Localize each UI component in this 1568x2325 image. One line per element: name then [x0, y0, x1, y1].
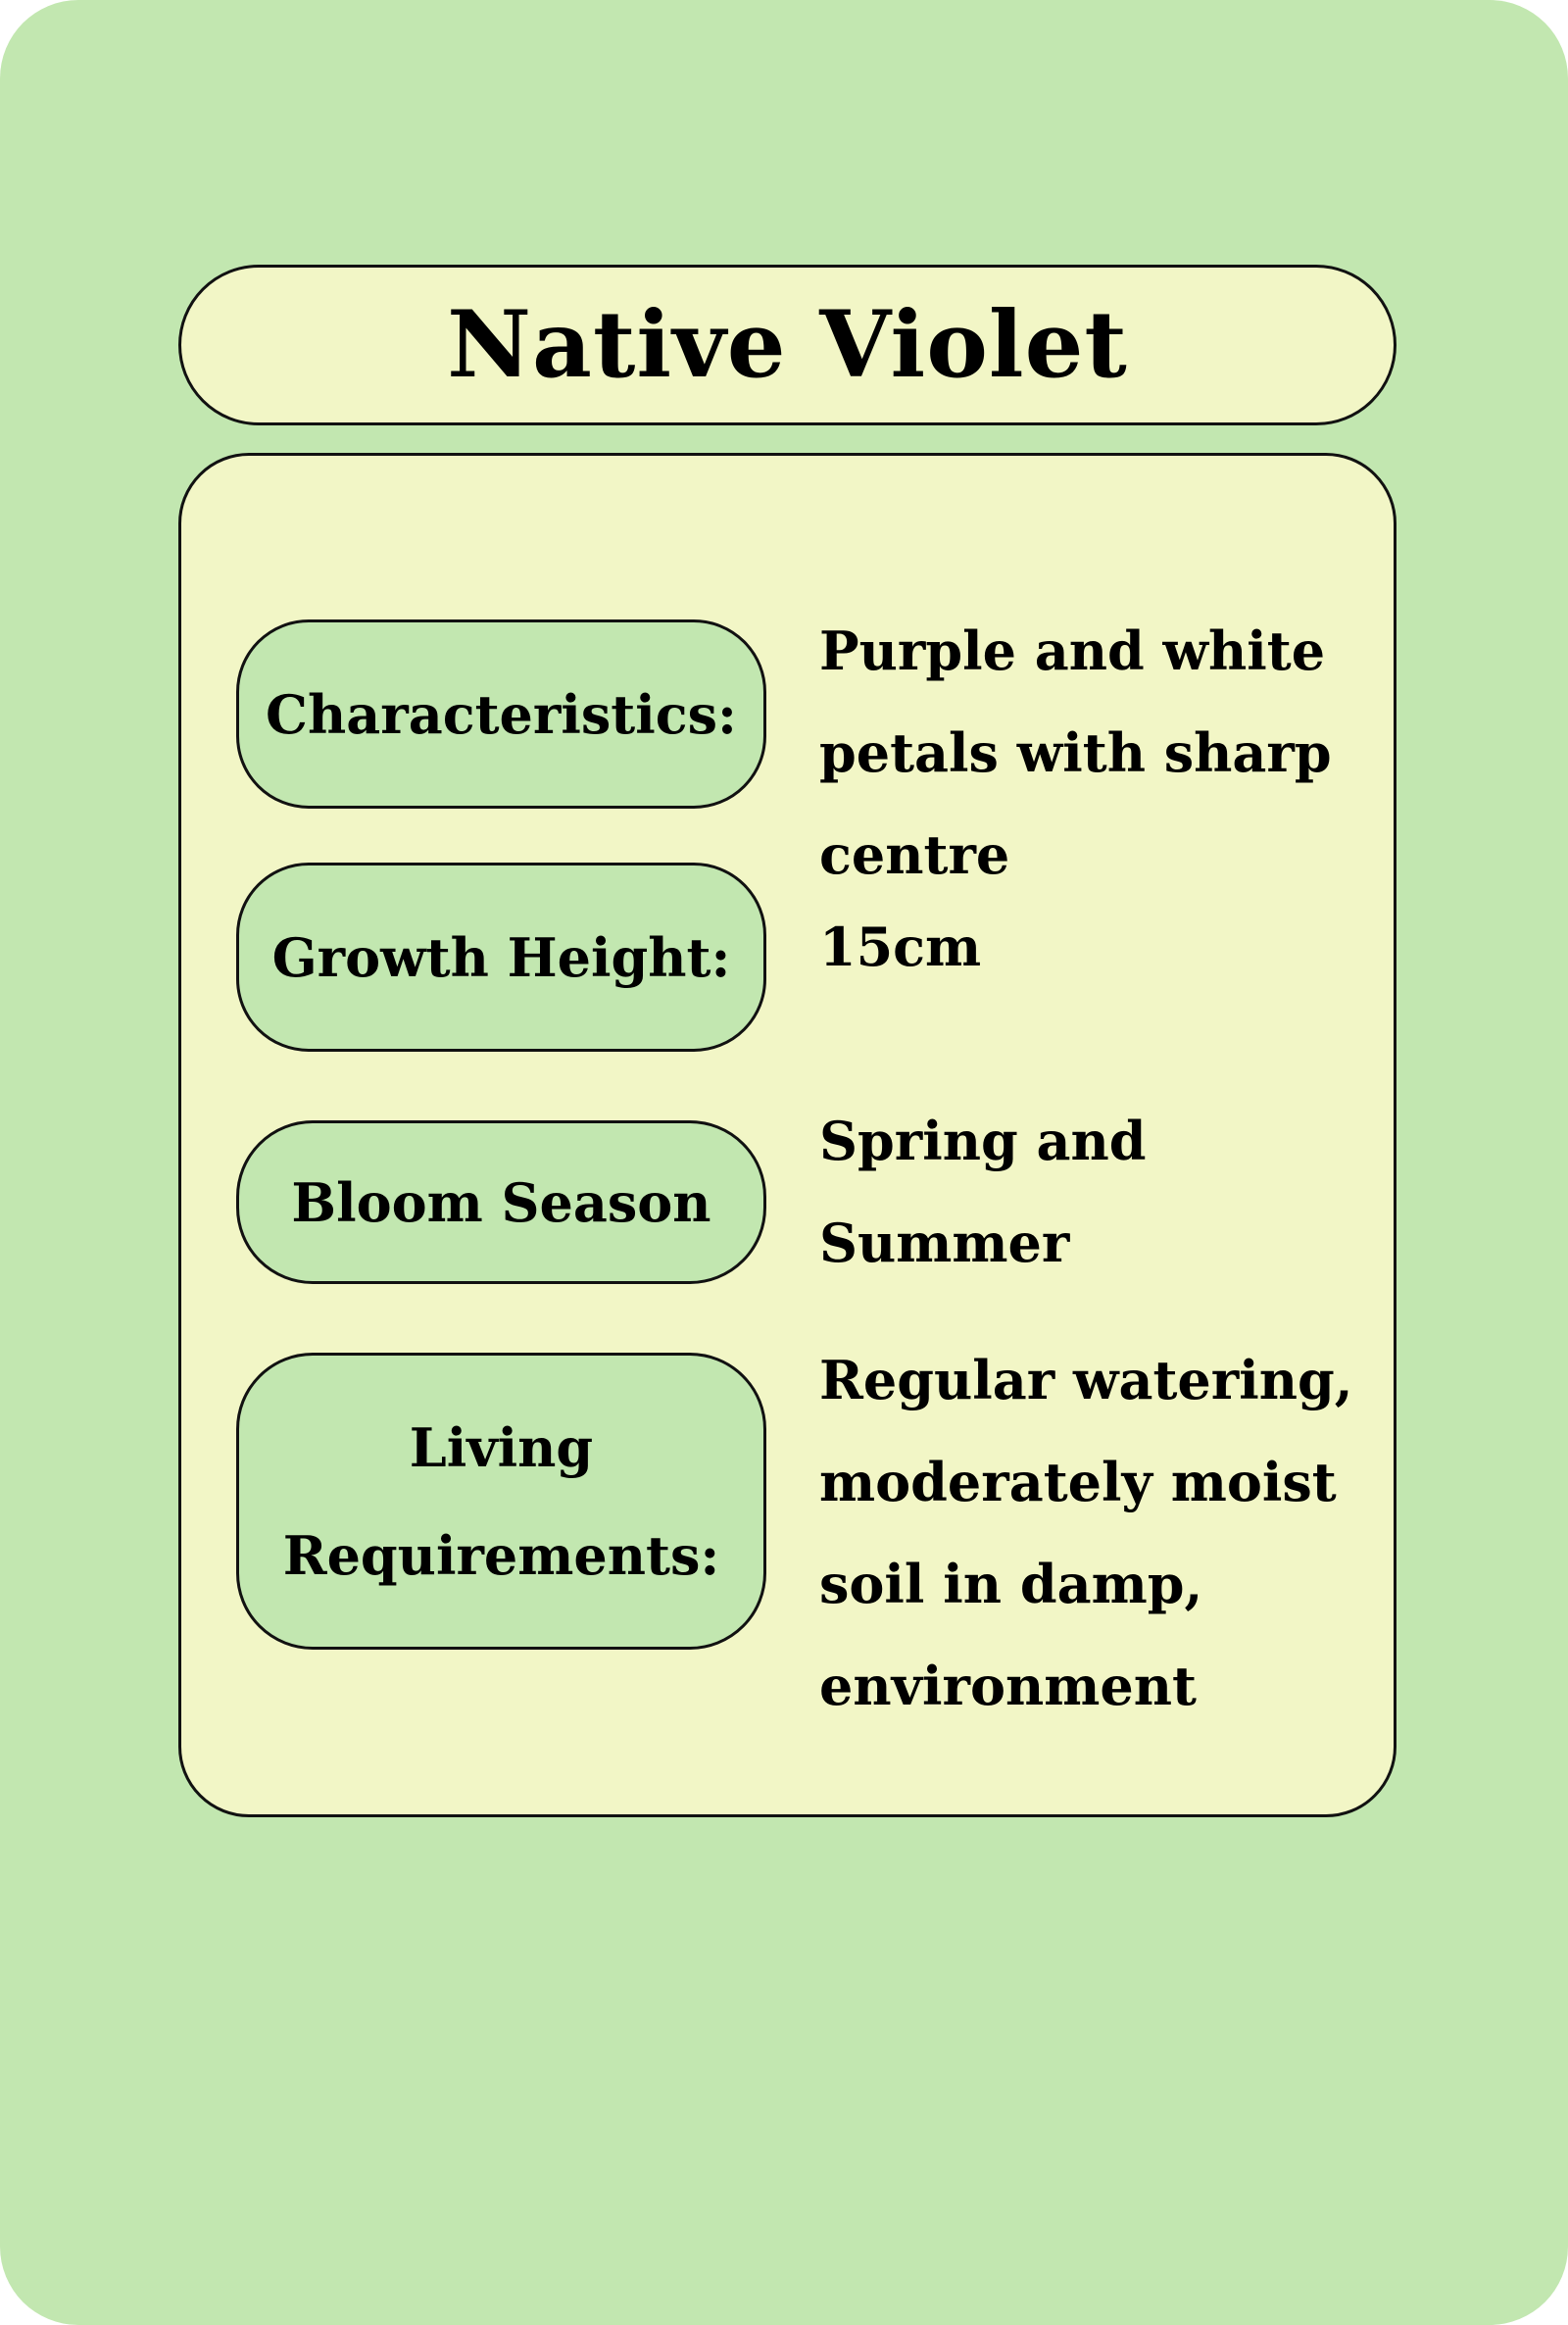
growth-height-label-text: Growth Height:: [271, 925, 731, 989]
bloom-season-value-line: Summer: [819, 1212, 1070, 1274]
characteristics-value-line: Purple and white: [819, 619, 1326, 682]
growth-height-label: Growth Height:: [236, 863, 766, 1052]
living-requirements-value-line: moderately moist: [819, 1451, 1337, 1513]
growth-height-value: 15cm: [819, 896, 1368, 998]
living-requirements-value-line: Regular watering,: [819, 1349, 1353, 1411]
living-requirements-value-line: soil in damp,: [819, 1553, 1203, 1615]
living-requirements-label: Living Requirements:: [236, 1353, 766, 1650]
living-requirements-value-line: environment: [819, 1655, 1197, 1717]
bloom-season-value-line: Spring and: [819, 1110, 1147, 1172]
card-title: Native Violet: [447, 291, 1128, 399]
characteristics-label: Characteristics:: [236, 619, 766, 809]
characteristics-label-text: Characteristics:: [266, 682, 737, 746]
bloom-season-value: Spring and Summer: [819, 1090, 1368, 1294]
title-banner: Native Violet: [178, 265, 1396, 425]
characteristics-value: Purple and white petals with sharp centr…: [819, 600, 1368, 906]
living-requirements-label-line: Requirements:: [282, 1523, 720, 1587]
growth-height-value-line: 15cm: [819, 915, 982, 978]
characteristics-value-line: centre: [819, 823, 1010, 886]
bloom-season-label: Bloom Season: [236, 1120, 766, 1284]
bloom-season-label-text: Bloom Season: [291, 1170, 711, 1234]
living-requirements-value: Regular watering, moderately moist soil …: [819, 1329, 1368, 1737]
living-requirements-label-line: Living: [409, 1415, 594, 1479]
characteristics-value-line: petals with sharp: [819, 721, 1332, 784]
